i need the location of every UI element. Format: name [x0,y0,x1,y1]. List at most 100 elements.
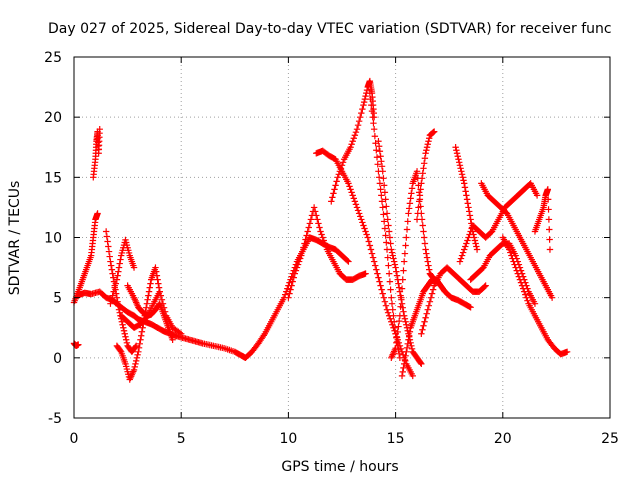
y-tick-label: 0 [53,351,62,367]
data-points [70,77,571,383]
data-point [319,234,326,241]
data-point [466,231,473,238]
data-point [152,264,159,271]
data-point [116,260,123,267]
data-point [115,264,123,271]
data-point [523,294,530,301]
data-point [430,128,438,135]
data-point [403,348,410,356]
data-point [563,348,571,356]
data-point [461,180,468,187]
data-point [420,234,428,241]
data-point [368,250,376,257]
data-point [114,298,121,305]
data-point [394,328,401,336]
data-point [420,160,428,167]
data-point [373,147,380,154]
data-point [518,270,526,277]
data-point [457,165,464,172]
data-point [131,363,138,371]
data-point [380,211,387,218]
data-point [466,208,473,215]
data-point [419,222,426,229]
series-track-r [413,128,438,223]
data-point [353,204,361,211]
data-point [459,249,467,256]
data-point [359,219,366,226]
data-point [287,286,294,293]
data-point [544,186,552,193]
data-point [400,364,407,372]
data-point [385,222,392,229]
data-point [378,198,386,205]
data-point [403,226,411,233]
data-point [399,276,406,283]
data-point [357,113,364,121]
data-point [419,326,426,333]
series-track-l [313,147,416,380]
data-point [360,101,367,109]
data-point [452,144,459,151]
data-point [522,279,529,286]
x-tick-label: 25 [601,431,619,447]
data-point [463,192,470,199]
data-point [467,304,474,311]
data-point [386,234,394,241]
series-track-s [418,264,489,337]
data-point [385,228,393,235]
data-point [421,240,429,247]
data-point [365,238,372,245]
series-track-q [398,276,474,380]
data-point [121,330,128,337]
data-point [378,192,385,199]
data-point [144,296,151,303]
data-point [378,163,386,170]
data-point [349,138,356,145]
y-tick-label: -5 [48,411,62,427]
data-point [462,188,469,195]
data-point [114,272,121,279]
data-point [456,159,463,166]
data-point [383,239,390,246]
data-point [361,95,369,103]
data-point [404,218,411,225]
data-point [354,207,362,214]
data-point [366,89,374,97]
data-point [135,348,142,356]
series-track-d [75,288,249,362]
data-point [406,328,414,335]
data-point [302,236,309,243]
data-point [454,153,461,160]
data-point [466,212,474,219]
data-point [369,113,376,121]
data-point [375,174,383,181]
data-point [110,274,117,281]
data-point [122,333,129,340]
data-point [107,262,115,269]
data-point [298,252,305,259]
data-point [415,198,423,205]
data-point [381,189,389,196]
data-point [400,258,408,265]
data-point [388,300,396,307]
data-point [329,194,336,201]
data-point [423,144,431,151]
chart-title: Day 027 of 2025, Sidereal Day-to-day VTE… [48,21,612,37]
data-point [137,332,145,339]
data-point [524,297,531,304]
data-point [112,280,120,287]
data-point [462,243,469,250]
data-point [351,132,359,139]
data-point [377,153,384,160]
data-point [383,210,391,217]
data-point [376,180,384,187]
data-point [461,184,469,191]
data-point [113,276,121,283]
data-point [370,119,377,127]
data-point [317,228,324,235]
data-point [387,240,394,247]
data-point [379,204,386,211]
data-point [154,276,161,283]
data-point [123,339,131,346]
data-point [350,195,357,202]
